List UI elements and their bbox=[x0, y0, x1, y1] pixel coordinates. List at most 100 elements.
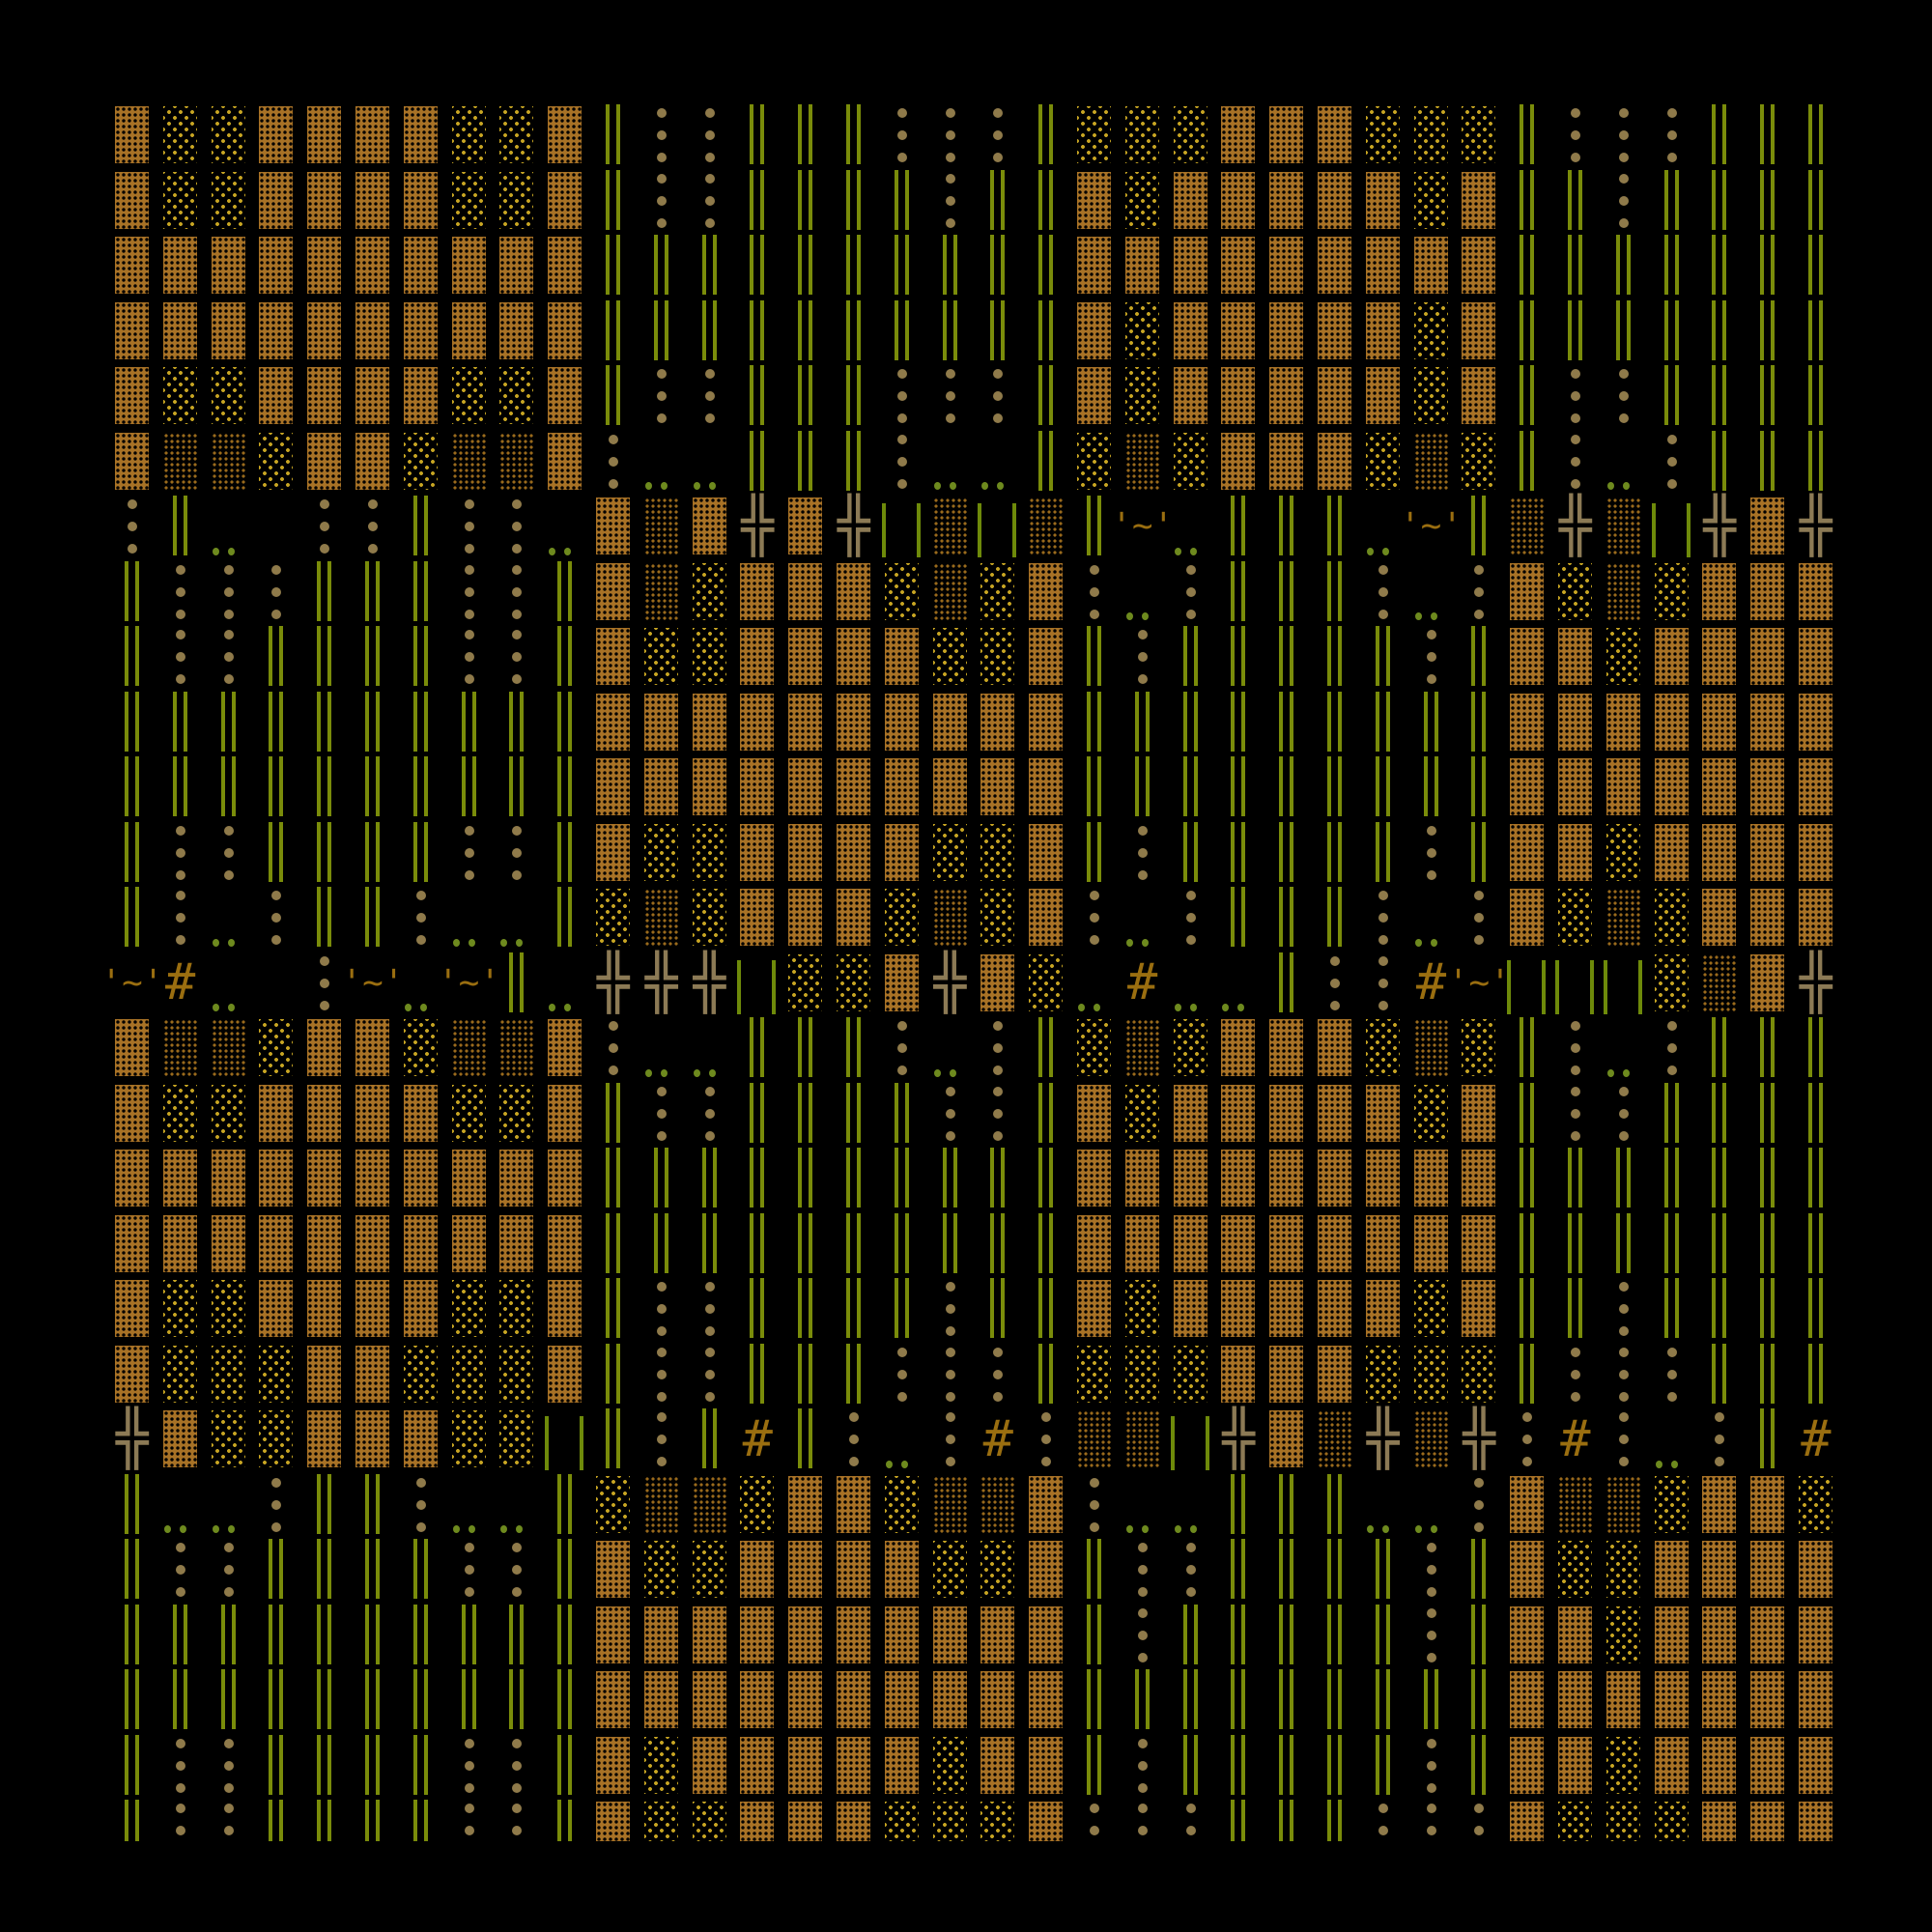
dense-tile bbox=[1077, 1280, 1111, 1337]
bar-icon bbox=[1808, 169, 1812, 230]
dot-column-cell bbox=[252, 1472, 300, 1538]
light-dotted-tile bbox=[1124, 1345, 1159, 1403]
bar-icon bbox=[1038, 1212, 1043, 1273]
light-dotted-tile bbox=[259, 432, 294, 490]
light-dotted-tile-cell bbox=[1167, 102, 1215, 168]
dense-tile-cell bbox=[1022, 690, 1070, 755]
double-bar-cell bbox=[1648, 1276, 1696, 1342]
bar-icon bbox=[653, 1148, 658, 1208]
cross-cell: ╬ bbox=[1792, 494, 1837, 559]
dot-icon bbox=[656, 217, 667, 228]
bar-icon bbox=[846, 299, 850, 360]
bar-icon bbox=[557, 821, 562, 882]
dot-icon bbox=[993, 108, 1004, 118]
dot-icon bbox=[1378, 891, 1388, 900]
bar-icon bbox=[135, 756, 139, 816]
bar-icon bbox=[798, 1212, 803, 1273]
dense-tile bbox=[1173, 1150, 1208, 1207]
light-dotted-tile-cell bbox=[445, 168, 494, 234]
dot-icon bbox=[896, 434, 907, 444]
bar-icon bbox=[1771, 430, 1776, 491]
light-dotted-tile bbox=[211, 1410, 245, 1467]
dense-tile bbox=[1269, 1214, 1304, 1272]
light-dotted-tile-cell bbox=[493, 102, 541, 168]
bar-icon bbox=[1038, 1148, 1043, 1208]
bar-icon bbox=[1087, 691, 1091, 752]
dense-tile-cell bbox=[1311, 1146, 1359, 1211]
double-bar-cell bbox=[300, 1472, 349, 1538]
dense-tile-cell bbox=[445, 298, 494, 364]
bar-icon bbox=[1338, 691, 1342, 752]
bar-icon bbox=[279, 1604, 284, 1664]
light-dotted-tile bbox=[1462, 432, 1496, 490]
bar-icon bbox=[231, 756, 236, 816]
bar-icon bbox=[1097, 691, 1101, 752]
cross-glyph: ╬ bbox=[1559, 495, 1592, 558]
dot-column-cell bbox=[1119, 624, 1167, 690]
bar-icon bbox=[1434, 756, 1438, 816]
double-bar-cell bbox=[781, 1015, 830, 1081]
double-bar-cell bbox=[108, 1798, 156, 1841]
bar-icon bbox=[1712, 169, 1717, 230]
dense-tile-cell bbox=[830, 885, 878, 951]
double-bar-cell bbox=[1792, 233, 1837, 298]
dense-tile-cell bbox=[1695, 559, 1744, 625]
light-dotted-tile bbox=[643, 823, 678, 881]
dot-icon bbox=[704, 1369, 715, 1379]
dot-icon bbox=[704, 1304, 715, 1314]
dot-icon bbox=[1474, 935, 1485, 945]
green-dot-icon bbox=[500, 1525, 508, 1533]
double-bar-cell bbox=[300, 754, 349, 820]
bar-icon bbox=[220, 1604, 225, 1664]
bar-icon bbox=[1231, 1539, 1236, 1599]
dot-column-cell bbox=[300, 951, 349, 1016]
dot-icon bbox=[1666, 1347, 1677, 1357]
double-bar-cell bbox=[1695, 1276, 1744, 1342]
bar-icon bbox=[1819, 1017, 1823, 1077]
double-bar-cell bbox=[1455, 820, 1503, 886]
medium-dotted-tile-cell bbox=[493, 429, 541, 495]
bar-icon bbox=[846, 104, 850, 164]
dot-icon bbox=[1090, 564, 1099, 575]
dot-icon bbox=[1090, 1477, 1099, 1488]
double-bar-cell bbox=[638, 1211, 686, 1277]
dense-tile bbox=[499, 237, 534, 294]
dense-tile bbox=[884, 1671, 919, 1728]
dense-tile-cell bbox=[1407, 1211, 1456, 1277]
bar-icon bbox=[365, 626, 369, 686]
dot-icon bbox=[896, 1065, 907, 1075]
dense-tile-cell bbox=[638, 754, 686, 820]
green-dot-icon bbox=[660, 1068, 668, 1077]
dot-icon bbox=[993, 369, 1004, 379]
light-dotted-tile-cell bbox=[493, 1406, 541, 1472]
dense-tile-cell bbox=[1744, 1603, 1792, 1668]
green-dot-icon bbox=[1174, 547, 1181, 555]
dot-column-cell bbox=[1070, 1472, 1119, 1538]
double-bar-cell bbox=[300, 820, 349, 886]
bar-icon bbox=[279, 691, 284, 752]
light-dotted-tile bbox=[499, 106, 534, 163]
dense-tile-cell bbox=[1214, 1081, 1263, 1147]
bar-icon bbox=[1722, 169, 1727, 230]
dense-tile-cell bbox=[1503, 1472, 1551, 1538]
dot-icon bbox=[993, 1086, 1004, 1096]
dot-column-cell bbox=[1600, 168, 1648, 234]
dot-icon bbox=[415, 1477, 426, 1488]
dense-tile-cell bbox=[1359, 1276, 1407, 1342]
bar-icon bbox=[1193, 821, 1198, 882]
bar-icon bbox=[798, 365, 803, 425]
dot-column-cell bbox=[1167, 559, 1215, 625]
light-dotted-tile bbox=[403, 432, 438, 490]
green-dots-cell bbox=[205, 951, 253, 1016]
dense-tile bbox=[1702, 1802, 1737, 1841]
dot-icon bbox=[704, 1086, 715, 1096]
light-dotted-tile bbox=[1077, 1345, 1111, 1403]
dot-icon bbox=[175, 609, 185, 619]
dense-tile-cell bbox=[1455, 233, 1503, 298]
dense-tile-cell bbox=[541, 298, 589, 364]
bar-icon bbox=[606, 169, 610, 230]
bar-icon bbox=[616, 1278, 620, 1338]
light-dotted-tile-cell bbox=[493, 1081, 541, 1147]
medium-dotted-tile bbox=[1124, 432, 1159, 490]
dense-tile bbox=[548, 1345, 582, 1403]
